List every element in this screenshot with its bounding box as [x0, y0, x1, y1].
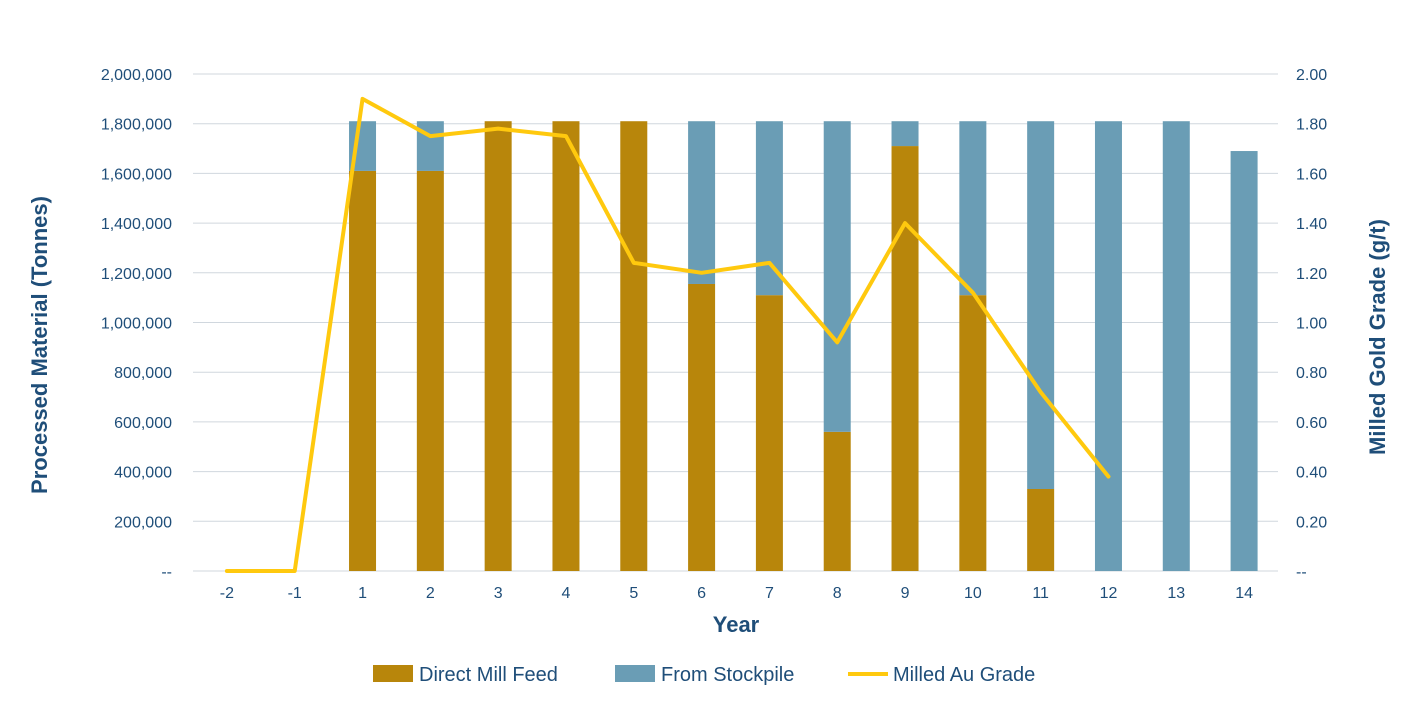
bar-direct-mill-feed	[1027, 488, 1055, 571]
bar-from-stockpile	[959, 121, 987, 296]
y2-tick-label: 2.00	[1296, 67, 1327, 84]
bar-from-stockpile	[1027, 121, 1055, 489]
y-tick-label: 1,200,000	[101, 266, 172, 283]
milled-au-grade-line	[224, 96, 1111, 573]
bar-direct-mill-feed	[959, 295, 987, 571]
y-tick-label: 200,000	[114, 514, 172, 531]
y-tick-label: 800,000	[114, 365, 172, 382]
x-tick-label: 7	[765, 585, 774, 602]
x-tick-label: 6	[697, 585, 706, 602]
x-tick-label: 9	[901, 585, 910, 602]
y-axis-title: Processed Material (Tonnes)	[27, 196, 52, 494]
legend-label-milled-au-grade: Milled Au Grade	[893, 664, 1035, 686]
bar-direct-mill-feed	[823, 431, 851, 571]
right-axis-ticks: -- 0.20 0.40 0.60 0.80 1.00 1.20 1.40 1.60 1.80 2.…	[1296, 67, 1327, 581]
x-tick-label: 2	[426, 585, 435, 602]
bar-direct-mill-feed	[416, 170, 444, 572]
y2-tick-label: 1.40	[1296, 216, 1327, 233]
y-tick-label: 1,400,000	[101, 216, 172, 233]
bars	[349, 121, 1258, 572]
bar-from-stockpile	[755, 121, 783, 296]
bar-direct-mill-feed	[484, 121, 512, 571]
bar-direct-mill-feed	[688, 283, 716, 571]
grade-line	[224, 96, 1111, 573]
left-axis-ticks: -- 200,000 400,000 600,000 800,000 1,000,000 1…	[101, 67, 172, 581]
x-tick-label: 10	[964, 585, 982, 602]
x-tick-label: 3	[494, 585, 503, 602]
y2-tick-label: 0.60	[1296, 415, 1327, 432]
x-tick-label: -2	[220, 585, 234, 602]
y-tick-label: --	[161, 564, 172, 581]
bar-direct-mill-feed	[891, 146, 919, 571]
y2-tick-label: 0.20	[1296, 514, 1327, 531]
y-tick-label: 1,000,000	[101, 316, 172, 333]
bar-direct-mill-feed	[620, 121, 648, 571]
bar-direct-mill-feed	[349, 170, 377, 572]
bar-from-stockpile	[688, 121, 716, 284]
legend-swatch-from-stockpile	[615, 665, 655, 682]
x-tick-label: 13	[1167, 585, 1185, 602]
x-tick-label: 11	[1032, 585, 1049, 602]
bar-direct-mill-feed	[552, 121, 580, 571]
x-tick-label: 1	[358, 585, 367, 602]
x-axis-ticks: -2 -1 1 2 3 4 5 6 7 8 9 10 11 12 13 14	[220, 585, 1253, 602]
x-tick-label: 12	[1100, 585, 1118, 602]
y-tick-label: 400,000	[114, 465, 172, 482]
x-tick-label: 14	[1235, 585, 1253, 602]
y2-tick-label: --	[1296, 564, 1307, 581]
bar-from-stockpile	[1162, 121, 1190, 571]
y2-tick-label: 0.80	[1296, 365, 1327, 382]
legend-label-from-stockpile: From Stockpile	[661, 664, 794, 686]
y2-axis-title: Milled Gold Grade (g/t)	[1365, 219, 1390, 455]
x-tick-label: 5	[629, 585, 638, 602]
bar-from-stockpile	[1094, 121, 1122, 571]
y-tick-label: 1,800,000	[101, 117, 172, 134]
bar-from-stockpile	[891, 121, 919, 147]
y2-tick-label: 1.20	[1296, 266, 1327, 283]
bar-from-stockpile	[1230, 151, 1258, 571]
y-tick-label: 2,000,000	[101, 67, 172, 84]
legend-label-direct-mill-feed: Direct Mill Feed	[419, 664, 558, 686]
y-tick-label: 1,600,000	[101, 166, 172, 183]
x-axis-title: Year	[713, 612, 760, 637]
bar-from-stockpile	[823, 121, 851, 432]
bar-direct-mill-feed	[755, 295, 783, 571]
y2-tick-label: 0.40	[1296, 465, 1327, 482]
y2-tick-label: 1.80	[1296, 117, 1327, 134]
legend: Direct Mill Feed From Stockpile Milled A…	[373, 664, 1035, 686]
x-tick-label: 4	[562, 585, 571, 602]
x-tick-label: 8	[833, 585, 842, 602]
y2-tick-label: 1.60	[1296, 166, 1327, 183]
y-tick-label: 600,000	[114, 415, 172, 432]
legend-swatch-direct-mill-feed	[373, 665, 413, 682]
y2-tick-label: 1.00	[1296, 316, 1327, 333]
x-tick-label: -1	[288, 585, 302, 602]
